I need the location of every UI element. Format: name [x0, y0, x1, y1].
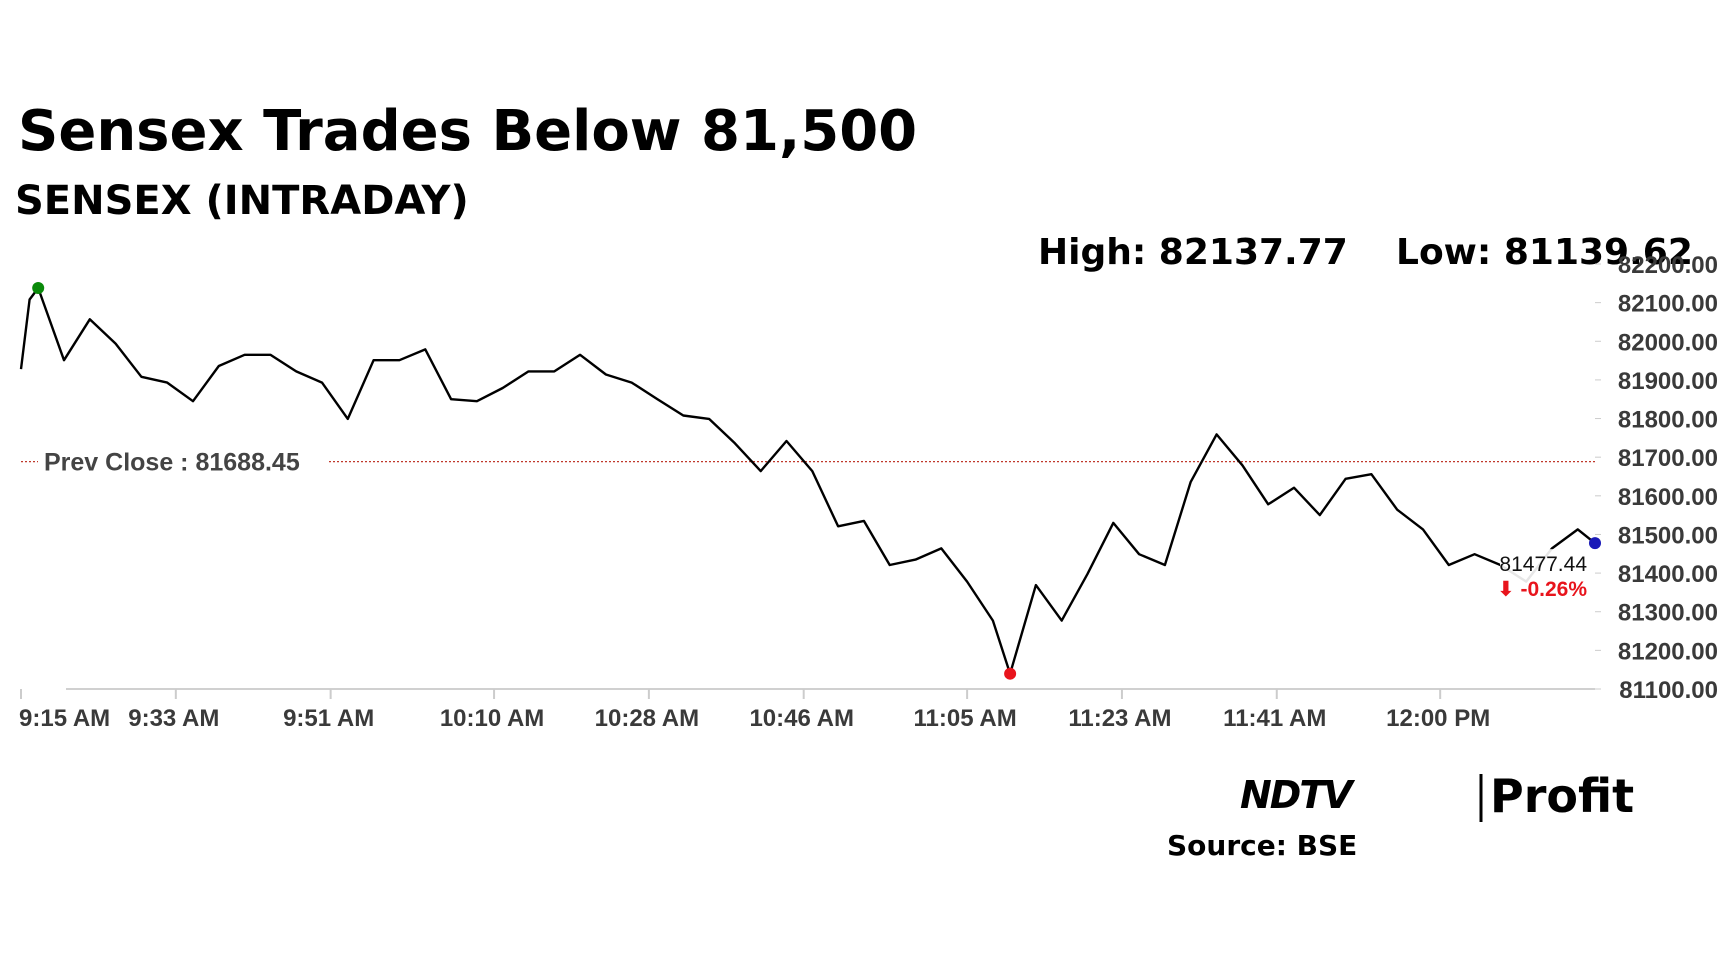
- y-tick-label: 81800.00: [1618, 407, 1718, 434]
- y-tick-label: 81400.00: [1618, 561, 1718, 588]
- source: Source: BSE: [1167, 829, 1357, 862]
- prev-close-label: Prev Close : 81688.45: [44, 449, 300, 477]
- last-bg: [1500, 549, 1592, 606]
- last-marker: [1589, 537, 1601, 550]
- x-tick-label: 10:10 AM: [440, 705, 544, 732]
- y-tick-label: 81600.00: [1618, 484, 1718, 511]
- chart-title: Sensex Trades Below 81,500: [18, 99, 917, 164]
- y-tick-label: 82100.00: [1618, 291, 1718, 318]
- x-tick-label: 11:05 AM: [914, 705, 1017, 732]
- x-tick-label: 11:41 AM: [1223, 705, 1326, 732]
- prev-close-bg: [38, 444, 328, 479]
- x-tick-label: 9:51 AM: [283, 705, 374, 732]
- y-tick-label: 81700.00: [1618, 445, 1718, 472]
- last-value-label: 81477.44: [1499, 553, 1587, 576]
- x-tick-label: 12:00 PM: [1386, 705, 1490, 732]
- chart-subtitle: SENSEX (INTRADAY): [15, 178, 469, 224]
- y-tick-label: 81300.00: [1618, 600, 1718, 627]
- x-tick-label: 11:23 AM: [1068, 705, 1171, 732]
- change-label: ⬇ -0.26%: [1497, 578, 1587, 601]
- logo-ndtv: NDTV: [1240, 773, 1355, 817]
- y-tick-label: 81900.00: [1618, 368, 1718, 395]
- y-tick-label: 81200.00: [1618, 638, 1718, 665]
- high-label: High: 82137.77: [1038, 232, 1348, 273]
- price-line: [19, 286, 1596, 675]
- y-tick-label: 82200.00: [1618, 252, 1718, 279]
- x-tick-label: 9:15 AM: [19, 705, 110, 732]
- y-tick-label: 82000.00: [1618, 329, 1718, 356]
- y-tick-label: 81500.00: [1618, 522, 1718, 549]
- x-tick-label: 9:33 AM: [128, 705, 219, 732]
- x-tick-label: 10:46 AM: [749, 705, 853, 732]
- low-label: Low: 81139.62: [1396, 232, 1693, 273]
- high-marker: [32, 282, 45, 295]
- low-marker: [1004, 667, 1017, 680]
- y-tick-label: 81100.00: [1619, 677, 1718, 704]
- x-tick-label: 10:28 AM: [595, 705, 699, 732]
- logo-profit: Profit: [1490, 769, 1634, 823]
